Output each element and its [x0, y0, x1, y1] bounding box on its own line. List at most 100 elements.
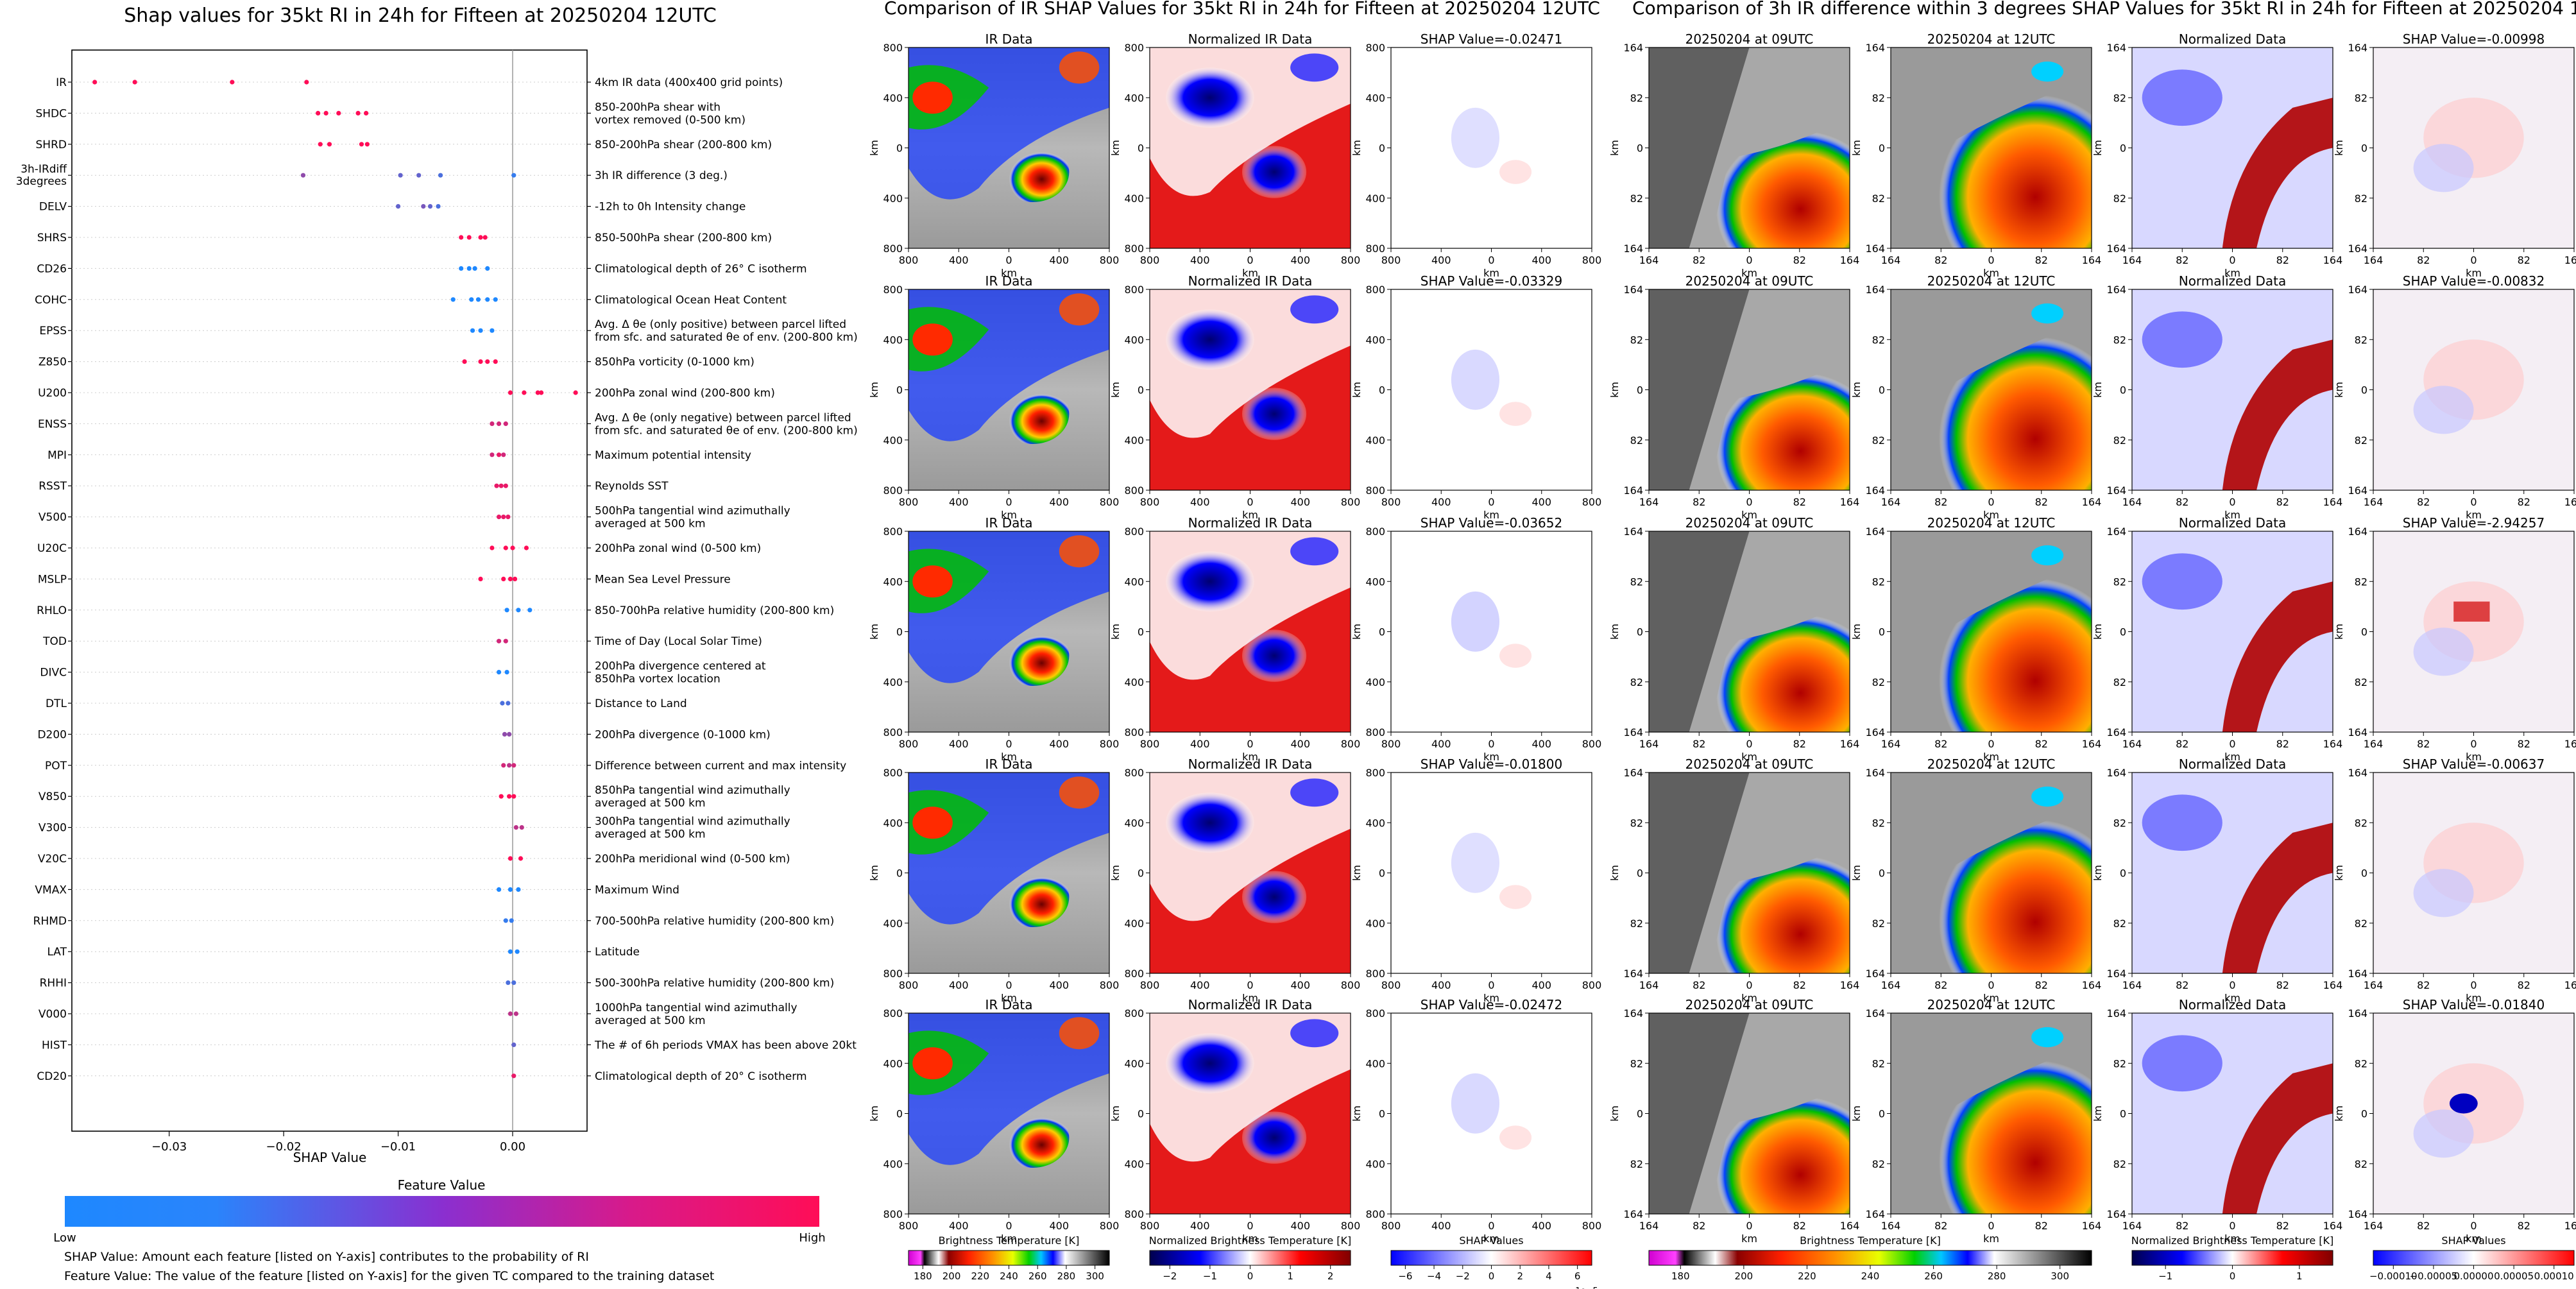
panel-x-tick-label: 82 — [2035, 496, 2048, 508]
panel-x-tick-label: 0 — [1005, 254, 1012, 266]
panel-x-tick-label: 0 — [2229, 738, 2235, 750]
panel-x-tick-label: 0 — [2229, 1220, 2235, 1232]
norm-blue-region — [1290, 778, 1339, 807]
panel-x-tick-label: 400 — [1190, 738, 1210, 750]
panel-y-tick-label: 82 — [2355, 1158, 2367, 1170]
panel-title: IR Data — [985, 273, 1033, 289]
panel-y-tick-label: 0 — [2361, 384, 2367, 397]
panel-x-tick-label: 164 — [2323, 1220, 2343, 1232]
diff-panel: 20250204 at 12UTC1641648282008282164164k… — [1850, 31, 2101, 279]
panel-x-tick-label: 82 — [1693, 1220, 1705, 1232]
diff-panel: SHAP Value=-0.00832164164828200828216416… — [2333, 273, 2576, 521]
panel-xlabel: km — [1741, 1233, 1757, 1245]
panel-x-tick-label: 164 — [1840, 496, 1860, 508]
panel-x-tick-label: 82 — [1793, 254, 1806, 266]
shap-point — [501, 452, 506, 457]
shap-point — [496, 452, 502, 457]
panel-x-tick-label: 164 — [2323, 496, 2343, 508]
diff-norm-red-band — [2222, 1063, 2333, 1214]
panel-x-tick-label: 164 — [2564, 496, 2576, 508]
diff-panel: 20250204 at 12UTC1641648282008282164164k… — [1850, 515, 2101, 763]
panel-x-tick-label: 82 — [2518, 738, 2530, 750]
panel-x-tick-label: 0 — [1247, 1220, 1253, 1232]
panel-x-tick-label: 400 — [1049, 738, 1069, 750]
panel-x-tick-label: 82 — [2276, 254, 2289, 266]
panel-ylabel: km — [1109, 382, 1122, 398]
feature-label: DTL — [46, 697, 67, 710]
panel-y-tick-label: 164 — [1865, 525, 1885, 538]
ir-panel: Normalized IR Data8008004004000040040080… — [1109, 756, 1360, 1004]
panel-ylabel: km — [2092, 865, 2104, 881]
feature-label: V500 — [38, 511, 67, 524]
norm-blue-region — [1290, 53, 1339, 82]
panel-xlabel: km — [1741, 992, 1757, 1004]
panel-y-tick-label: 82 — [1630, 434, 1643, 447]
panel-title: 20250204 at 12UTC — [1927, 515, 2056, 531]
shap-map-positive — [1499, 644, 1532, 668]
panel-ylabel: km — [1608, 382, 1621, 398]
panel-xlabel: km — [1983, 509, 1999, 521]
feature-description: 200hPa meridional wind (0-500 km) — [595, 853, 790, 866]
shap-point — [427, 204, 433, 209]
feature-description: Climatological depth of 26° C isotherm — [595, 262, 807, 275]
panel-y-tick-label: 400 — [1124, 817, 1144, 829]
shap-point — [508, 1011, 513, 1016]
panel-y-tick-label: 164 — [1623, 484, 1643, 497]
colorbar-tick-label: 0 — [1488, 1270, 1495, 1282]
colorbar-label: Normalized Brightness Temperature [K] — [2131, 1234, 2334, 1247]
feature-description: 700-500hPa relative humidity (200-800 km… — [595, 915, 834, 928]
panel-x-tick-label: 0 — [1247, 254, 1253, 266]
panel-x-tick-label: 164 — [2323, 738, 2343, 750]
shap-point — [499, 483, 504, 488]
panel-x-tick-label: 0 — [2470, 979, 2477, 991]
panel-y-tick-label: 800 — [1124, 1007, 1144, 1020]
panel-x-tick-label: 800 — [1341, 979, 1361, 991]
feature-description: -12h to 0h Intensity change — [595, 201, 746, 214]
feature-description: vortex removed (0-500 km) — [595, 114, 746, 126]
diff-ir-dark — [1649, 773, 1750, 973]
colorbar-title: Feature Value — [398, 1177, 486, 1193]
panel-x-tick-label: 164 — [2122, 496, 2142, 508]
panel-y-tick-label: 164 — [1865, 284, 1885, 296]
shap-point — [508, 887, 513, 892]
x-tick-label: −0.03 — [151, 1140, 187, 1154]
panel-xlabel: km — [1242, 509, 1258, 521]
panel-title: SHAP Value=-0.01800 — [1420, 756, 1562, 772]
panel-y-tick-label: 0 — [2361, 142, 2367, 155]
feature-label: 3h-IRdiff — [21, 163, 67, 176]
shap-point — [436, 204, 441, 209]
panel-x-tick-label: 0 — [1988, 738, 1994, 750]
panel-ylabel: km — [1608, 140, 1621, 156]
panel-y-tick-label: 164 — [2106, 243, 2126, 255]
shap-point — [478, 235, 483, 240]
panel-x-tick-label: 164 — [2122, 254, 2142, 266]
shap-map-positive — [1499, 160, 1532, 184]
panel-x-tick-label: 82 — [1793, 496, 1806, 508]
panel-xlabel: km — [1741, 509, 1757, 521]
panel-y-tick-label: 800 — [883, 767, 903, 779]
diff-panel: 20250204 at 12UTC1641648282008282164164k… — [1850, 273, 2101, 521]
shap-point — [395, 204, 401, 209]
feature-label: VMAX — [35, 884, 67, 896]
panel-title: IR Data — [985, 31, 1033, 47]
panel-x-tick-label: 82 — [2176, 496, 2188, 508]
panel-xlabel: km — [1001, 509, 1017, 521]
norm-blue-region — [1166, 309, 1254, 370]
colorbar-label: Brightness Temperature [K] — [939, 1234, 1080, 1247]
shap-point — [518, 856, 524, 861]
panel-y-tick-label: 164 — [1865, 726, 1885, 738]
panel-x-tick-label: 0 — [1746, 738, 1752, 750]
panel-x-tick-label: 400 — [1190, 1220, 1210, 1232]
panel-x-tick-label: 82 — [1793, 979, 1806, 991]
shap-map-negative — [1451, 832, 1500, 893]
panel-y-tick-label: 400 — [883, 1158, 903, 1170]
panel-y-tick-label: 400 — [1365, 92, 1385, 104]
panel-x-tick-label: 0 — [2470, 1220, 2477, 1232]
panel-y-tick-label: 82 — [2113, 434, 2126, 447]
shap-point — [478, 576, 483, 582]
panel-y-tick-label: 0 — [896, 867, 903, 880]
diff-norm-blue-region — [2142, 1035, 2222, 1092]
diff-ir-storm — [1931, 1043, 2092, 1214]
